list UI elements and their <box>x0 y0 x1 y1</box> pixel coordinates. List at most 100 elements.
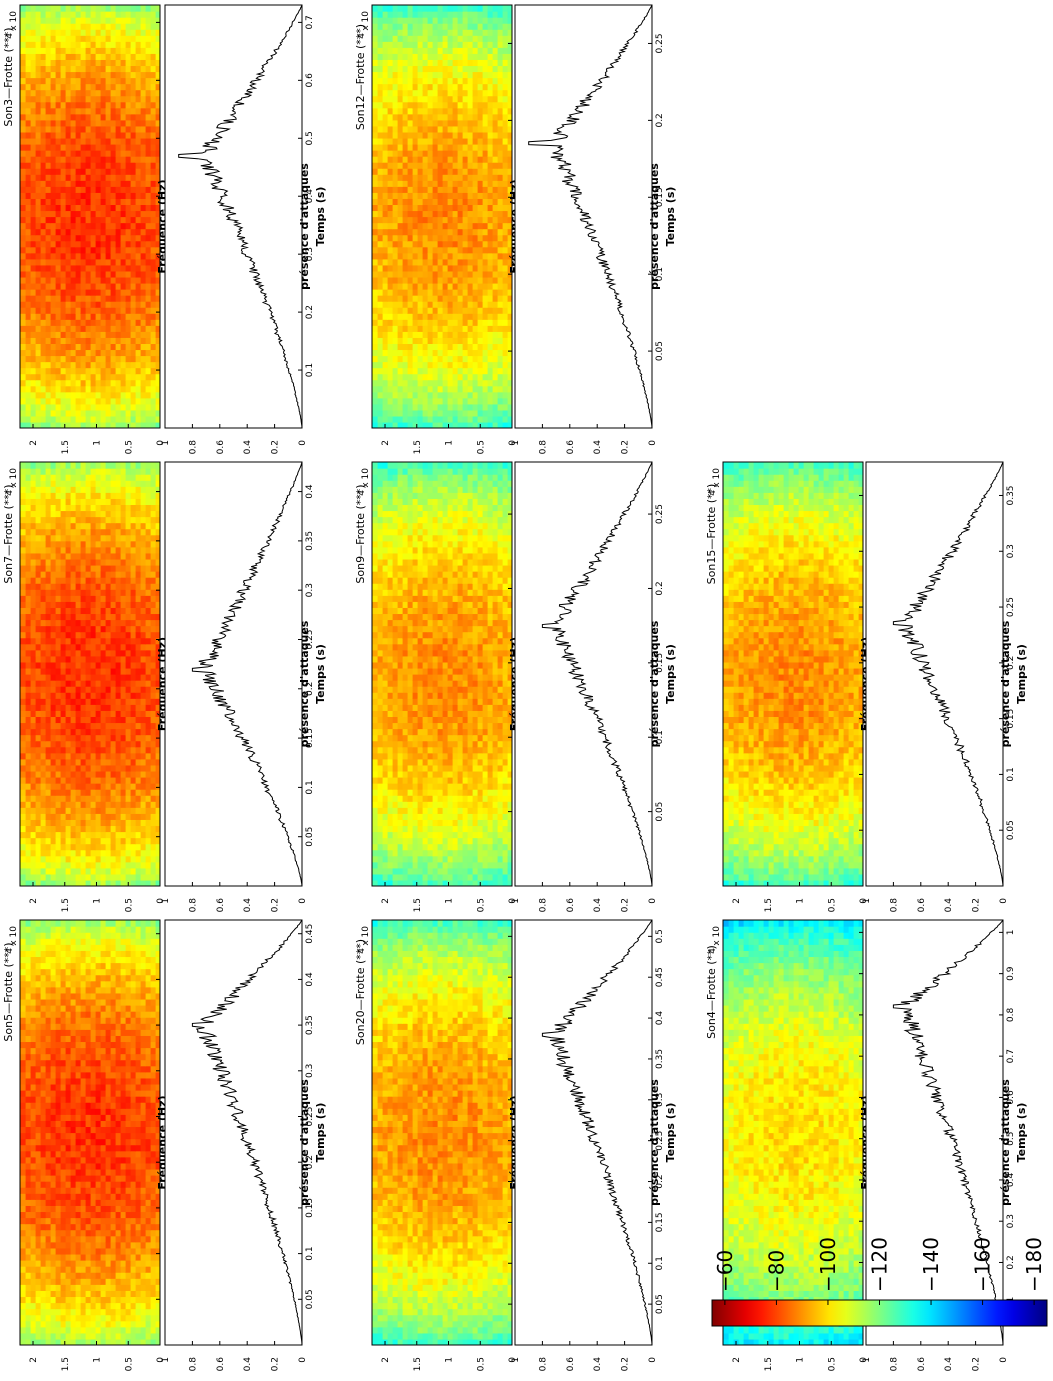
heatmap-cell <box>55 801 61 808</box>
heatmap-cell <box>130 849 136 857</box>
heatmap-cell <box>110 631 116 639</box>
heatmap-cell <box>40 1199 46 1206</box>
heatmap-cell <box>90 716 96 724</box>
heatmap-cell <box>90 944 96 951</box>
heatmap-cell <box>20 837 26 845</box>
heatmap-cell <box>155 1247 160 1255</box>
heatmap-cell <box>120 998 126 1006</box>
heatmap-cell <box>110 956 116 964</box>
heatmap-cell <box>55 522 61 530</box>
heatmap-cell <box>135 264 141 272</box>
heatmap-cell <box>70 1029 76 1036</box>
heatmap-cell <box>75 667 81 675</box>
heatmap-cell <box>120 728 126 736</box>
heatmap-cell <box>95 1338 101 1345</box>
heatmap-cell <box>140 1308 146 1316</box>
heatmap-cell <box>40 704 46 711</box>
onset-axis-label: présence d'attaques <box>298 1079 311 1206</box>
heatmap-cell <box>35 764 41 772</box>
heatmap-cell <box>140 867 146 875</box>
heatmap-cell <box>140 956 146 964</box>
heatmap-cell <box>135 722 141 730</box>
heatmap-cell <box>50 504 56 512</box>
heatmap-cell <box>55 879 61 886</box>
heatmap-cell <box>50 819 56 827</box>
heatmap-cell <box>80 667 86 675</box>
heatmap-cell <box>150 1029 156 1036</box>
heatmap-cell <box>100 938 106 945</box>
heatmap-cell <box>130 1102 136 1109</box>
heatmap-cell <box>75 1302 81 1310</box>
heatmap-cell <box>80 415 86 423</box>
heatmap-cell <box>110 307 116 314</box>
heatmap-cell <box>125 932 131 939</box>
heatmap-cell <box>40 1071 46 1079</box>
heatmap-cell <box>70 764 76 772</box>
heatmap-cell <box>45 1223 51 1231</box>
heatmap-cell <box>115 1035 121 1043</box>
heatmap-cell <box>150 409 156 417</box>
heatmap-cell <box>115 1017 121 1024</box>
heatmap-cell <box>90 282 96 290</box>
heatmap-cell <box>30 740 36 748</box>
heatmap-cell <box>105 1211 111 1219</box>
heatmap-cell <box>25 1126 31 1134</box>
heatmap-cell <box>45 1241 51 1249</box>
heatmap-cell <box>130 795 136 802</box>
heatmap-cell <box>155 337 160 344</box>
heatmap-cell <box>145 252 151 260</box>
heatmap-cell <box>70 1047 76 1055</box>
heatmap-cell <box>105 240 111 248</box>
heatmap-cell <box>30 522 36 530</box>
heatmap-cell <box>150 1253 156 1261</box>
heatmap-cell <box>150 486 156 493</box>
heatmap-cell <box>75 752 81 760</box>
heatmap-cell <box>60 1302 66 1310</box>
heatmap-cell <box>145 1199 151 1206</box>
heatmap-cell <box>105 1290 111 1298</box>
heatmap-cell <box>90 1229 96 1237</box>
heatmap-cell <box>30 625 36 633</box>
heatmap-cell <box>120 1260 126 1267</box>
heatmap-cell <box>100 746 106 754</box>
heatmap-cell <box>85 1229 91 1237</box>
heatmap-cell <box>80 1162 86 1170</box>
heatmap-cell <box>50 926 56 933</box>
heatmap-cell <box>135 1156 141 1164</box>
heatmap-cell <box>45 1260 51 1267</box>
heatmap-cell <box>85 415 91 423</box>
heatmap-cell <box>130 837 136 845</box>
heatmap-cell <box>80 343 86 351</box>
heatmap-cell <box>95 595 101 602</box>
heatmap-cell <box>75 1047 81 1055</box>
heatmap-cell <box>70 1205 76 1213</box>
heatmap-cell <box>115 486 121 493</box>
heatmap-cell <box>140 349 146 357</box>
heatmap-cell <box>125 1175 131 1182</box>
heatmap-cell <box>125 795 131 802</box>
heatmap-cell <box>60 764 66 772</box>
heatmap-cell <box>35 980 41 988</box>
heatmap-cell <box>135 1338 141 1345</box>
heatmap-cell <box>60 932 66 939</box>
heatmap-cell <box>115 637 121 645</box>
heatmap-cell <box>40 855 46 863</box>
heatmap-cell <box>45 770 51 778</box>
heatmap-cell <box>95 631 101 639</box>
heatmap-cell <box>40 1205 46 1213</box>
heatmap-cell <box>50 1029 56 1036</box>
heatmap-cell <box>105 674 111 681</box>
heatmap-cell <box>120 319 126 326</box>
heatmap-cell <box>80 680 86 687</box>
heatmap-cell <box>120 1150 126 1158</box>
heatmap-cell <box>60 926 66 933</box>
heatmap-cell <box>40 343 46 351</box>
heatmap-cell <box>75 522 81 530</box>
heatmap-cell <box>20 1205 26 1213</box>
heatmap-cell <box>25 1302 31 1310</box>
heatmap-cell <box>100 528 106 536</box>
heatmap-cell <box>95 956 101 964</box>
heatmap-cell <box>30 1059 36 1067</box>
heatmap-cell <box>25 770 31 778</box>
heatmap-cell <box>20 867 26 875</box>
